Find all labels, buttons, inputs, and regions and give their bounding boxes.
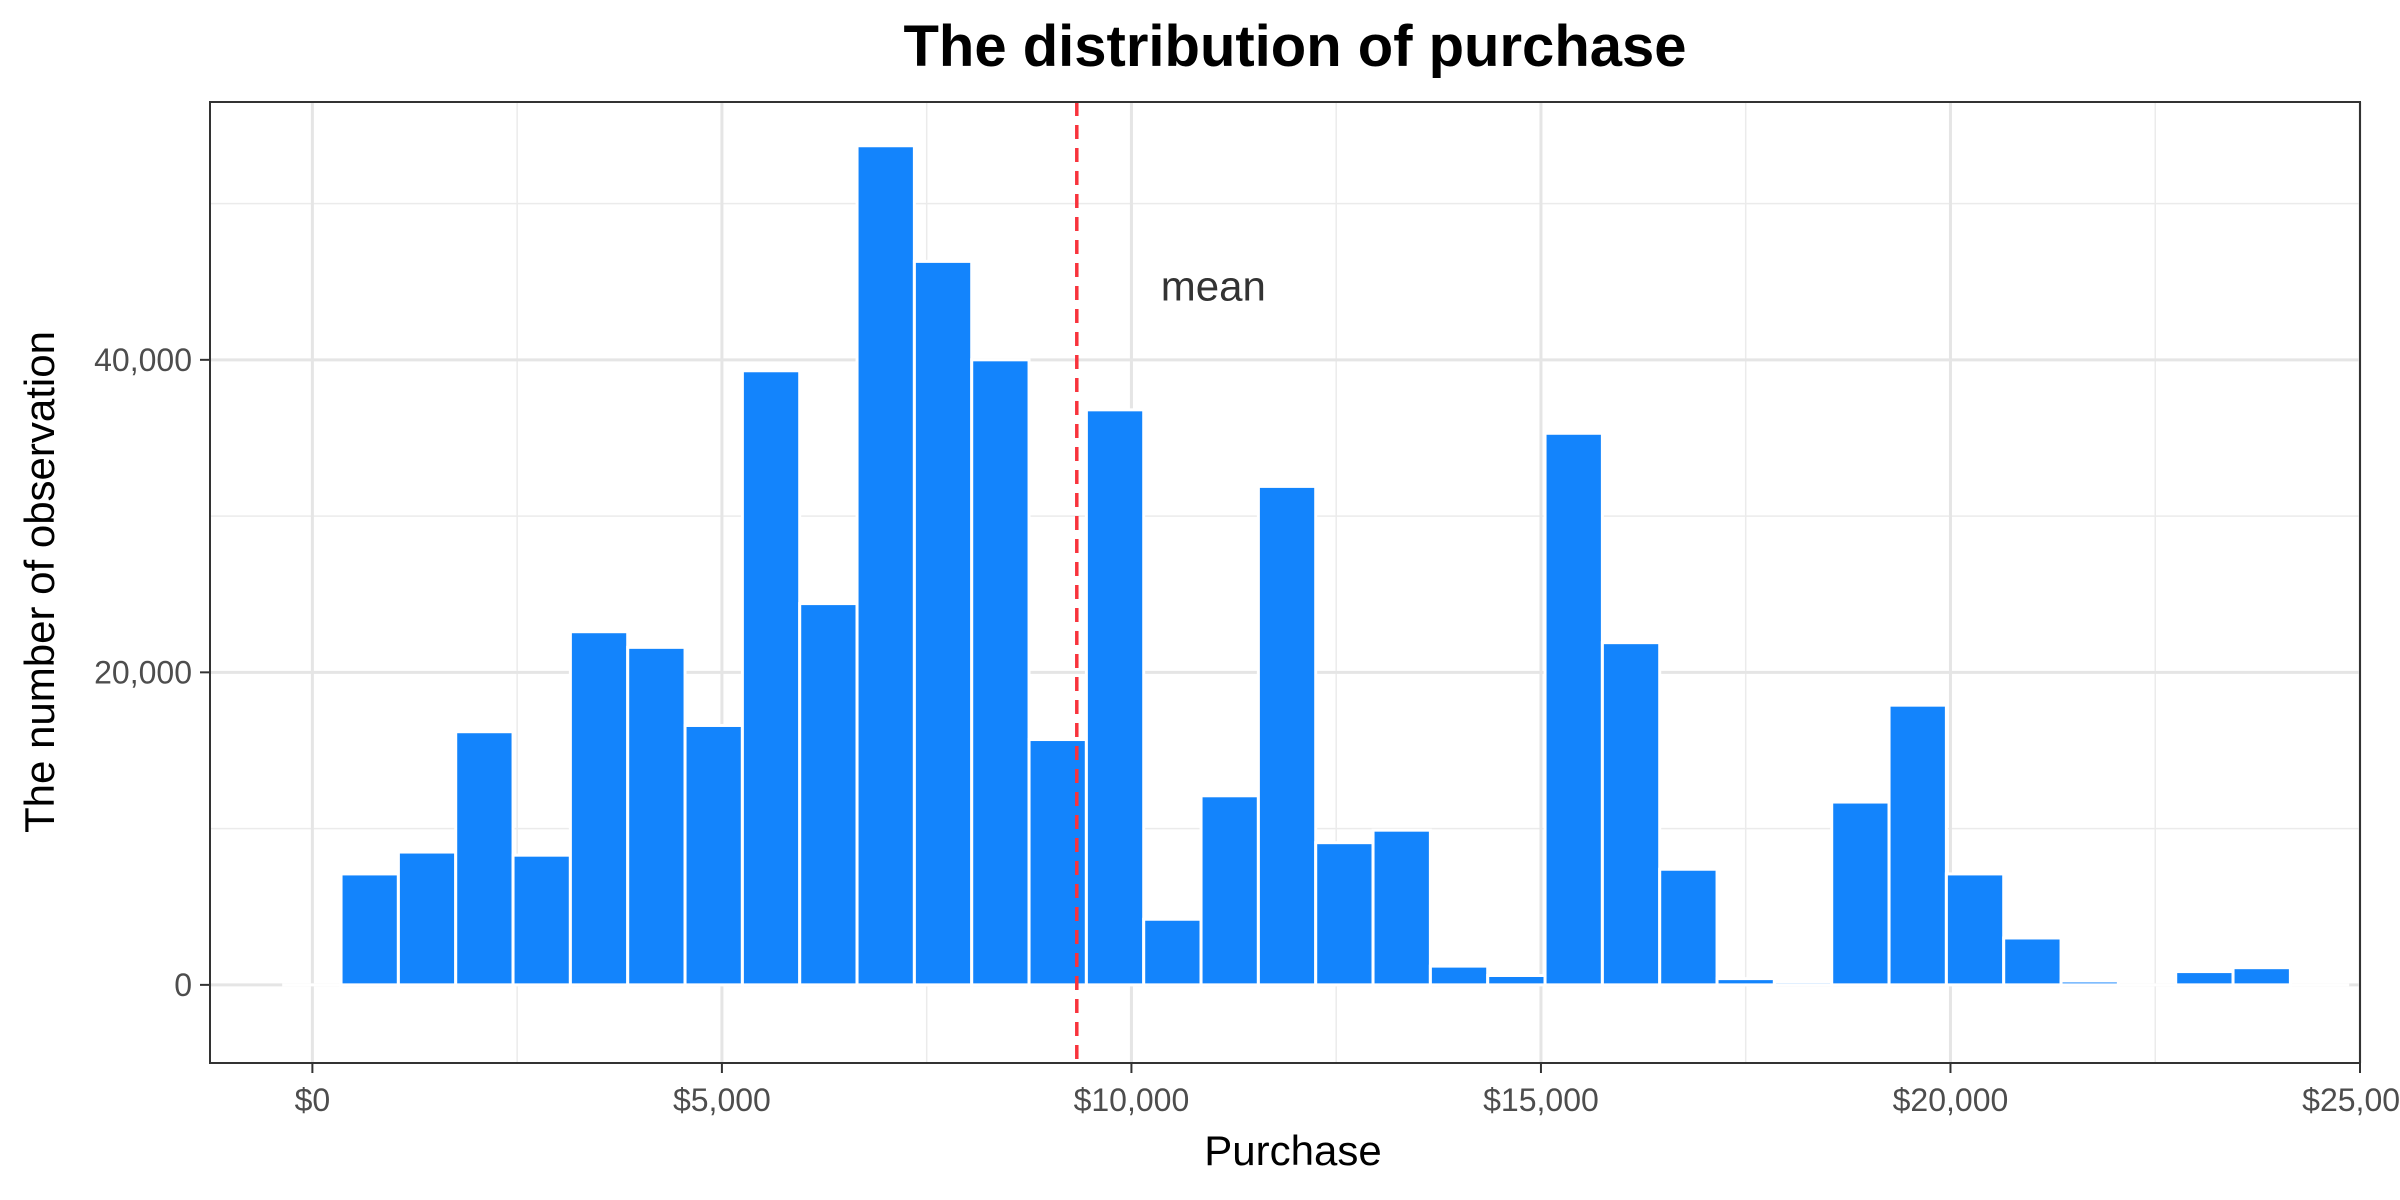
histogram-bar (855, 144, 916, 987)
histogram-bar (626, 645, 687, 987)
histogram-bar (339, 872, 400, 987)
mean-overlay: mean (1075, 102, 1266, 1063)
histogram-bar (970, 358, 1031, 987)
x-tick-label: $15,000 (1483, 1082, 1599, 1118)
panel-border (209, 101, 2361, 1064)
histogram-bar (2231, 966, 2292, 987)
histogram-bar (568, 630, 630, 987)
y-tick-label: 20,000 (94, 654, 192, 690)
x-tick-label: $25,000 (2302, 1082, 2400, 1118)
histogram-bar (912, 259, 974, 987)
histogram-bar (798, 602, 859, 987)
histogram-bar (2002, 936, 2063, 987)
histogram-bar (1314, 841, 1375, 987)
x-tick-label: $10,000 (1074, 1082, 1190, 1118)
histogram-bar (1830, 800, 1891, 987)
histogram-bar (1772, 980, 1834, 987)
histogram-bar (396, 850, 458, 987)
histogram-bar (683, 723, 744, 987)
histogram-bar (1084, 408, 1146, 987)
histogram-bar (1600, 641, 1662, 987)
histogram-bar (1142, 917, 1203, 987)
histogram-bar (1543, 431, 1604, 987)
histogram-bar (1371, 828, 1432, 987)
histogram-bar (1658, 867, 1719, 987)
histogram-bars (282, 144, 2350, 987)
histogram-bar (1887, 703, 1948, 987)
y-tick-label: 40,000 (94, 342, 192, 378)
chart-title: The distribution of purchase (903, 14, 1686, 79)
y-axis-title: The number of observation (16, 331, 63, 833)
histogram-bar (2059, 979, 2120, 987)
x-axis: $0 $5,000 $10,000 $15,000 $20,000 $25,000 (295, 1063, 2400, 1118)
y-axis: 0 20,000 40,000 (94, 342, 210, 1003)
histogram-bar (1944, 872, 2006, 987)
mean-annotation: mean (1161, 263, 1266, 310)
histogram-bar (1256, 484, 1318, 987)
x-tick-label: $20,000 (1893, 1082, 2009, 1118)
histogram-bar (1486, 973, 1547, 987)
histogram-bar (1715, 977, 1776, 987)
x-tick-label: $0 (295, 1082, 331, 1118)
histogram-bar (1199, 794, 1260, 987)
histogram-bar (740, 369, 802, 987)
x-axis-title: Purchase (1204, 1127, 1381, 1174)
histogram-bar (2174, 970, 2235, 987)
y-tick-label: 0 (174, 967, 192, 1003)
histogram-bar (454, 730, 515, 987)
x-tick-label: $5,000 (673, 1082, 771, 1118)
histogram-bar (1428, 964, 1490, 987)
histogram-bar (511, 853, 572, 987)
